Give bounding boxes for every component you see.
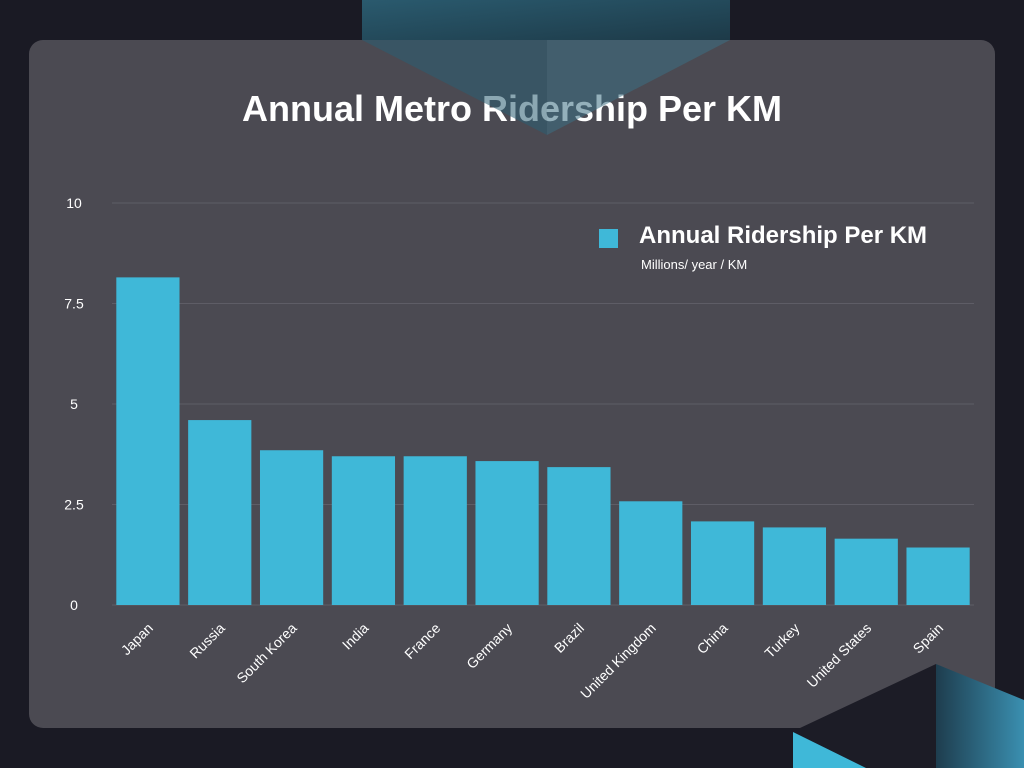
y-tick-label: 7.5 <box>64 296 84 312</box>
x-tick-label: United Kingdom <box>577 620 659 702</box>
bar <box>547 467 611 605</box>
y-tick-label: 5 <box>70 396 78 412</box>
legend-subtitle: Millions/ year / KM <box>641 257 748 272</box>
x-tick-label: India <box>339 620 372 653</box>
x-tick-label: South Korea <box>233 620 300 687</box>
bar <box>619 501 683 605</box>
x-tick-label: Spain <box>910 620 947 657</box>
bar <box>690 521 755 605</box>
bar <box>403 456 467 605</box>
y-tick-label: 0 <box>70 597 78 613</box>
y-tick-label: 10 <box>66 195 82 211</box>
bar <box>116 277 180 605</box>
bar <box>188 420 252 605</box>
bar-chart: 0 2.5 5 7.5 10 Japan Russia South Korea India Fra… <box>64 195 974 702</box>
bar <box>259 450 324 605</box>
x-tick-label: Germany <box>463 620 515 672</box>
x-tick-label: Turkey <box>761 620 802 661</box>
x-tick-label: China <box>694 620 731 657</box>
bar <box>834 538 898 605</box>
y-tick-label: 2.5 <box>64 497 84 513</box>
legend-swatch <box>599 229 618 248</box>
x-tick-label: Brazil <box>551 620 587 656</box>
bar <box>762 527 827 605</box>
bar <box>906 547 970 605</box>
x-tick-label: Japan <box>118 620 156 658</box>
x-tick-label: France <box>401 620 443 662</box>
legend-label: Annual Ridership Per KM <box>639 222 928 249</box>
x-tick-label: Russia <box>186 620 228 662</box>
x-tick-label: United States <box>804 620 875 691</box>
chart-card: Annual Metro Ridership Per KM 0 2.5 5 7.5 10… <box>29 40 995 728</box>
bar <box>475 461 539 605</box>
bar <box>331 456 396 605</box>
